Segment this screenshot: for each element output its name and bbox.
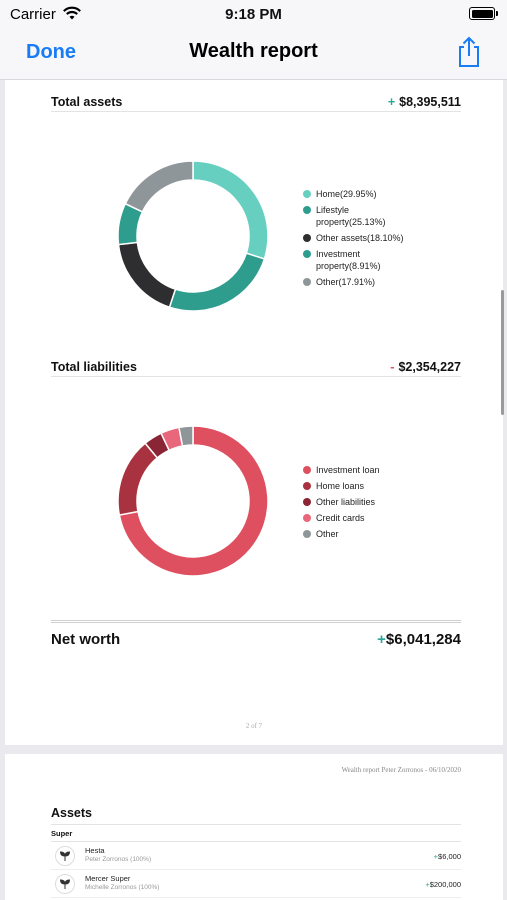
battery-icon (469, 7, 498, 20)
legend-label: Other (316, 529, 339, 539)
legend-item: Investment property(8.91%) (303, 248, 413, 272)
page-header: Wealth report Peter Zorronos - 06/10/202… (341, 766, 461, 774)
share-icon[interactable] (455, 36, 483, 68)
assets-donut-chart (117, 160, 269, 312)
asset-owner: Peter Zorronos (100%) (85, 856, 152, 863)
donut-slice (117, 241, 177, 309)
assets-section-title: Assets (51, 806, 461, 825)
legend-label: Home(29.95%) (316, 189, 377, 199)
donut-slice (178, 425, 194, 447)
asset-row: Hesta Peter Zorronos (100%) +$6,000 (51, 842, 461, 870)
legend-item: Home loans (303, 480, 413, 492)
done-button[interactable]: Done (26, 41, 76, 63)
total-assets-label: Total assets (51, 95, 123, 109)
net-worth-value: +$6,041,284 (377, 631, 461, 648)
donut-slice (124, 160, 194, 213)
legend-dot (303, 482, 311, 490)
legend-label: Lifestyle property(25.13%) (316, 205, 386, 227)
legend-dot (303, 278, 311, 286)
navigation-bar: Done Wealth report (0, 28, 507, 80)
legend-item: Lifestyle property(25.13%) (303, 204, 413, 228)
asset-amount: +$6,000 (433, 852, 461, 861)
legend-label: Home loans (316, 481, 365, 491)
legend-item: Other(17.91%) (303, 276, 413, 288)
legend-dot (303, 514, 311, 522)
legend-item: Investment loan (303, 464, 413, 476)
legend-label: Other assets(18.10%) (316, 233, 404, 243)
status-bar: Carrier 9:18 PM (0, 0, 507, 28)
legend-item: Other assets(18.10%) (303, 232, 413, 244)
legend-dot (303, 498, 311, 506)
donut-slice (118, 425, 269, 577)
scrollbar[interactable] (501, 290, 504, 415)
donut-slice (117, 442, 159, 516)
legend-label: Investment property(8.91%) (316, 249, 381, 271)
legend-label: Investment loan (316, 465, 380, 475)
total-liabilities-label: Total liabilities (51, 360, 137, 374)
net-worth-label: Net worth (51, 631, 121, 648)
asset-owner: Michelle Zorronos (100%) (85, 884, 160, 891)
legend-item: Other liabilities (303, 496, 413, 508)
legend-dot (303, 530, 311, 538)
legend-dot (303, 466, 311, 474)
liabilities-legend: Investment loan Home loans Other liabiliti… (303, 464, 413, 544)
total-assets-value: + $8,395,511 (387, 95, 461, 109)
legend-dot (303, 250, 311, 258)
report-page-3[interactable]: Wealth report Peter Zorronos - 06/10/202… (5, 754, 503, 900)
assets-legend: Home(29.95%) Lifestyle property(25.13%) Ot… (303, 188, 413, 292)
plant-icon (55, 874, 75, 894)
legend-label: Other(17.91%) (316, 277, 376, 287)
legend-item: Other (303, 528, 413, 540)
legend-label: Other liabilities (316, 497, 376, 507)
total-assets-header: Total assets + $8,395,511 (51, 90, 461, 112)
carrier-label: Carrier (10, 6, 56, 23)
clock: 9:18 PM (225, 6, 282, 23)
legend-dot (303, 206, 311, 214)
total-liabilities-value: - $2,354,227 (390, 360, 461, 374)
asset-row: Mercer Super Michelle Zorronos (100%) +$… (51, 870, 461, 898)
page-number: 2 of 7 (245, 722, 263, 730)
legend-label: Credit cards (316, 513, 365, 523)
asset-amount: +$200,000 (425, 880, 461, 889)
donut-slice (168, 252, 266, 312)
wifi-icon (63, 6, 81, 20)
donut-slice (192, 160, 269, 260)
legend-dot (303, 234, 311, 242)
legend-dot (303, 190, 311, 198)
liabilities-donut-chart (117, 425, 269, 577)
asset-name: Hesta (85, 846, 105, 855)
total-liabilities-header: Total liabilities - $2,354,227 (51, 355, 461, 377)
asset-name: Mercer Super (85, 874, 131, 883)
page-title: Wealth report (189, 40, 318, 62)
report-page-2[interactable]: Total assets + $8,395,511 Home(29.95%) Lif… (5, 80, 503, 745)
legend-item: Credit cards (303, 512, 413, 524)
net-worth-row: Net worth +$6,041,284 (51, 620, 461, 650)
plant-icon (55, 846, 75, 866)
super-group-label: Super (51, 829, 461, 842)
legend-item: Home(29.95%) (303, 188, 413, 200)
